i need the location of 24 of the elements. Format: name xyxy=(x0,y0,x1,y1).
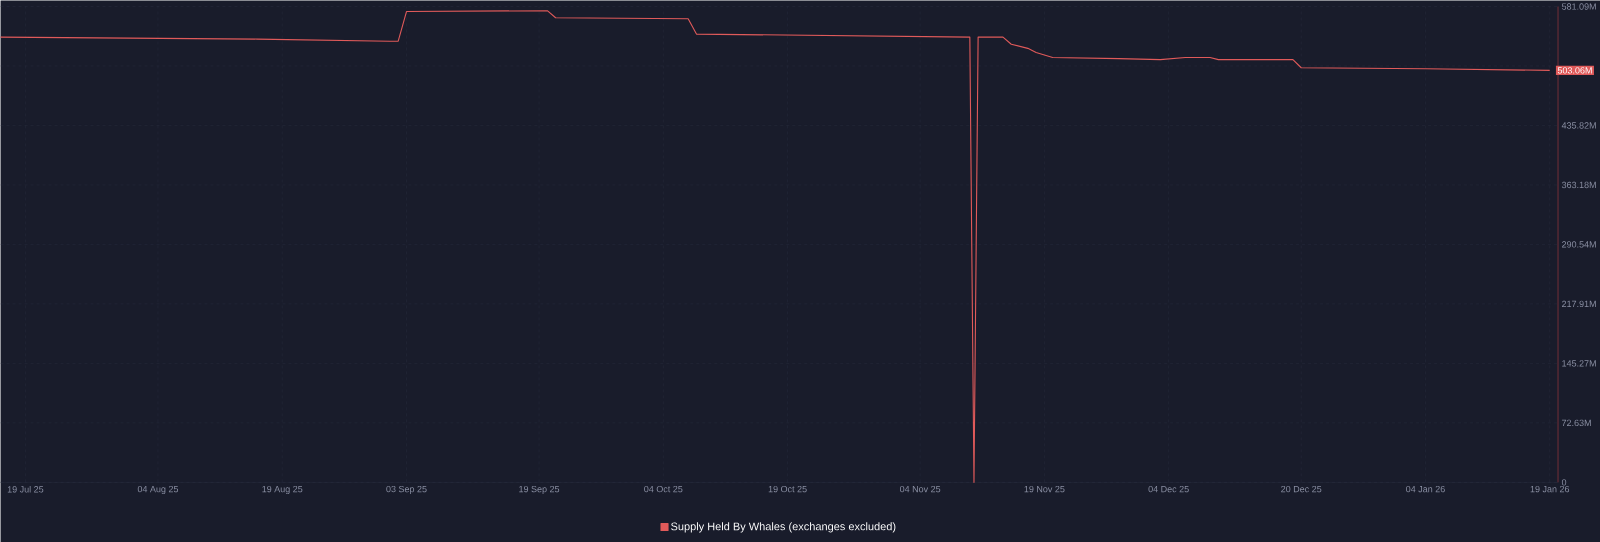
y-tick-label: 72.63M xyxy=(1562,419,1591,426)
x-tick-label: 19 Oct 25 xyxy=(768,485,807,493)
y-tick-label: 290.54M xyxy=(1562,241,1596,248)
x-tick-label: 19 Sep 25 xyxy=(519,485,560,494)
x-tick-label: 04 Jan 26 xyxy=(1406,485,1445,493)
x-tick-label: 04 Oct 25 xyxy=(644,485,683,493)
y-tick-label: 363.18M xyxy=(1561,181,1596,188)
x-tick-label: 20 Dec 25 xyxy=(1281,485,1322,493)
x-tick-label: 04 Dec 25 xyxy=(1148,485,1189,493)
annotation: 503.06M xyxy=(1557,67,1592,74)
x-tick-label: 19 Nov 25 xyxy=(1024,485,1065,493)
x-tick-label: 19 Jan 26 xyxy=(1530,485,1570,493)
line-series xyxy=(0,9,1551,483)
x-tick-label: 19 Aug 25 xyxy=(262,485,303,494)
y-tick-label: 435.82M xyxy=(1561,122,1596,129)
x-tick-label: 19 Jul 25 xyxy=(7,485,44,493)
legend-label: Supply Held By Whales (exchanges excluded) xyxy=(671,522,896,533)
x-tick-label: 04 Aug 25 xyxy=(137,485,179,494)
y-tick-label: 0 xyxy=(1561,479,1567,486)
x-tick-label: 04 Nov 25 xyxy=(899,485,941,493)
x-tick-label: 03 Sep 25 xyxy=(386,485,427,494)
y-tick-label: 581.09M xyxy=(1561,3,1596,10)
y-tick-label: 145.27M xyxy=(1562,360,1596,367)
y-tick-label: 217.91M xyxy=(1562,300,1596,307)
